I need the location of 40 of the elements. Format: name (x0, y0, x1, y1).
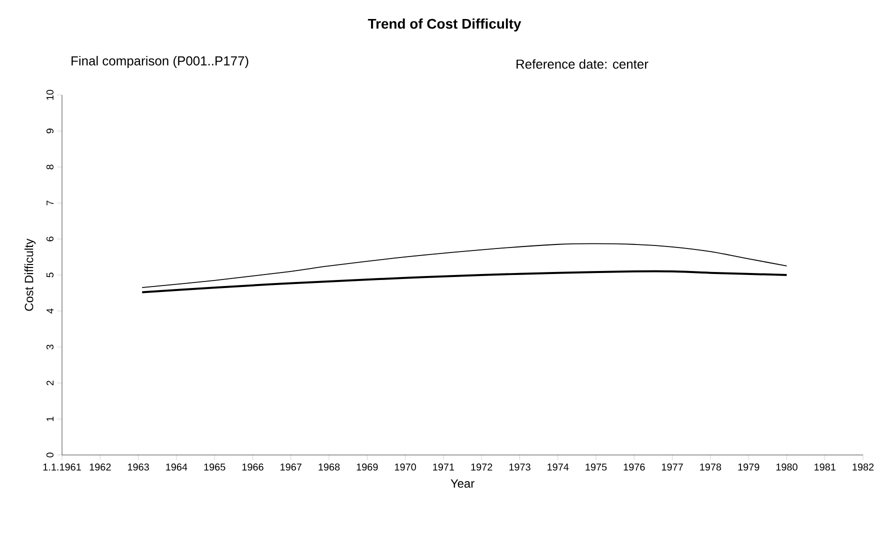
line-series (142, 243, 788, 288)
x-tick-label: 1.1.1961 (43, 464, 81, 471)
y-tick-label: 1 (46, 416, 54, 421)
x-tick-label: 1970 (394, 464, 416, 471)
y-axis-title: Cost Difficulty (24, 238, 36, 311)
x-tick-label: 1971 (433, 464, 454, 471)
text: Reference date: center (516, 59, 648, 69)
x-tick-label: 1978 (700, 464, 722, 471)
x-tick-label: 1965 (204, 464, 226, 471)
x-tick-label: 1969 (356, 464, 378, 471)
chart-title: Trend of Cost Difficulty (368, 18, 522, 32)
chart-subtitle: Final comparison (P001..P177) (72, 56, 248, 68)
x-tick-label: 1968 (318, 464, 340, 471)
y-tick-label: 7 (46, 200, 54, 206)
x-tick-label: 1962 (90, 464, 111, 471)
x-tick-label: 1981 (814, 464, 836, 471)
y-tick-label: 5 (46, 272, 54, 278)
x-tick-label: 1980 (776, 464, 798, 471)
y-tick-label: 10 (46, 90, 54, 100)
y-tick-label: 0 (46, 452, 54, 458)
x-tick-label: 1963 (128, 464, 149, 471)
x-tick-label: 1982 (852, 464, 874, 471)
x-tick-label: 1975 (586, 464, 607, 471)
y-tick-label: 6 (46, 236, 54, 242)
x-axis-title: Year (450, 479, 474, 488)
x-tick-label: 1977 (662, 464, 683, 471)
y-tick-label: 9 (46, 128, 54, 134)
x-tick-label: 1967 (280, 464, 302, 471)
y-tick-label: 8 (46, 164, 54, 170)
x-tick-label: 1976 (624, 464, 645, 471)
x-tick-label: 1966 (242, 464, 264, 471)
x-tick-label: 1979 (738, 464, 760, 471)
x-tick-label: 1964 (166, 464, 188, 471)
y-tick-label: 2 (46, 380, 54, 386)
x-tick-label: 1973 (509, 464, 530, 471)
x-tick-label: 1974 (548, 464, 569, 471)
line-series (141, 270, 788, 294)
y-tick-label: 4 (46, 308, 54, 314)
y-tick-label: 3 (46, 344, 54, 350)
x-tick-label: 1972 (471, 464, 492, 471)
